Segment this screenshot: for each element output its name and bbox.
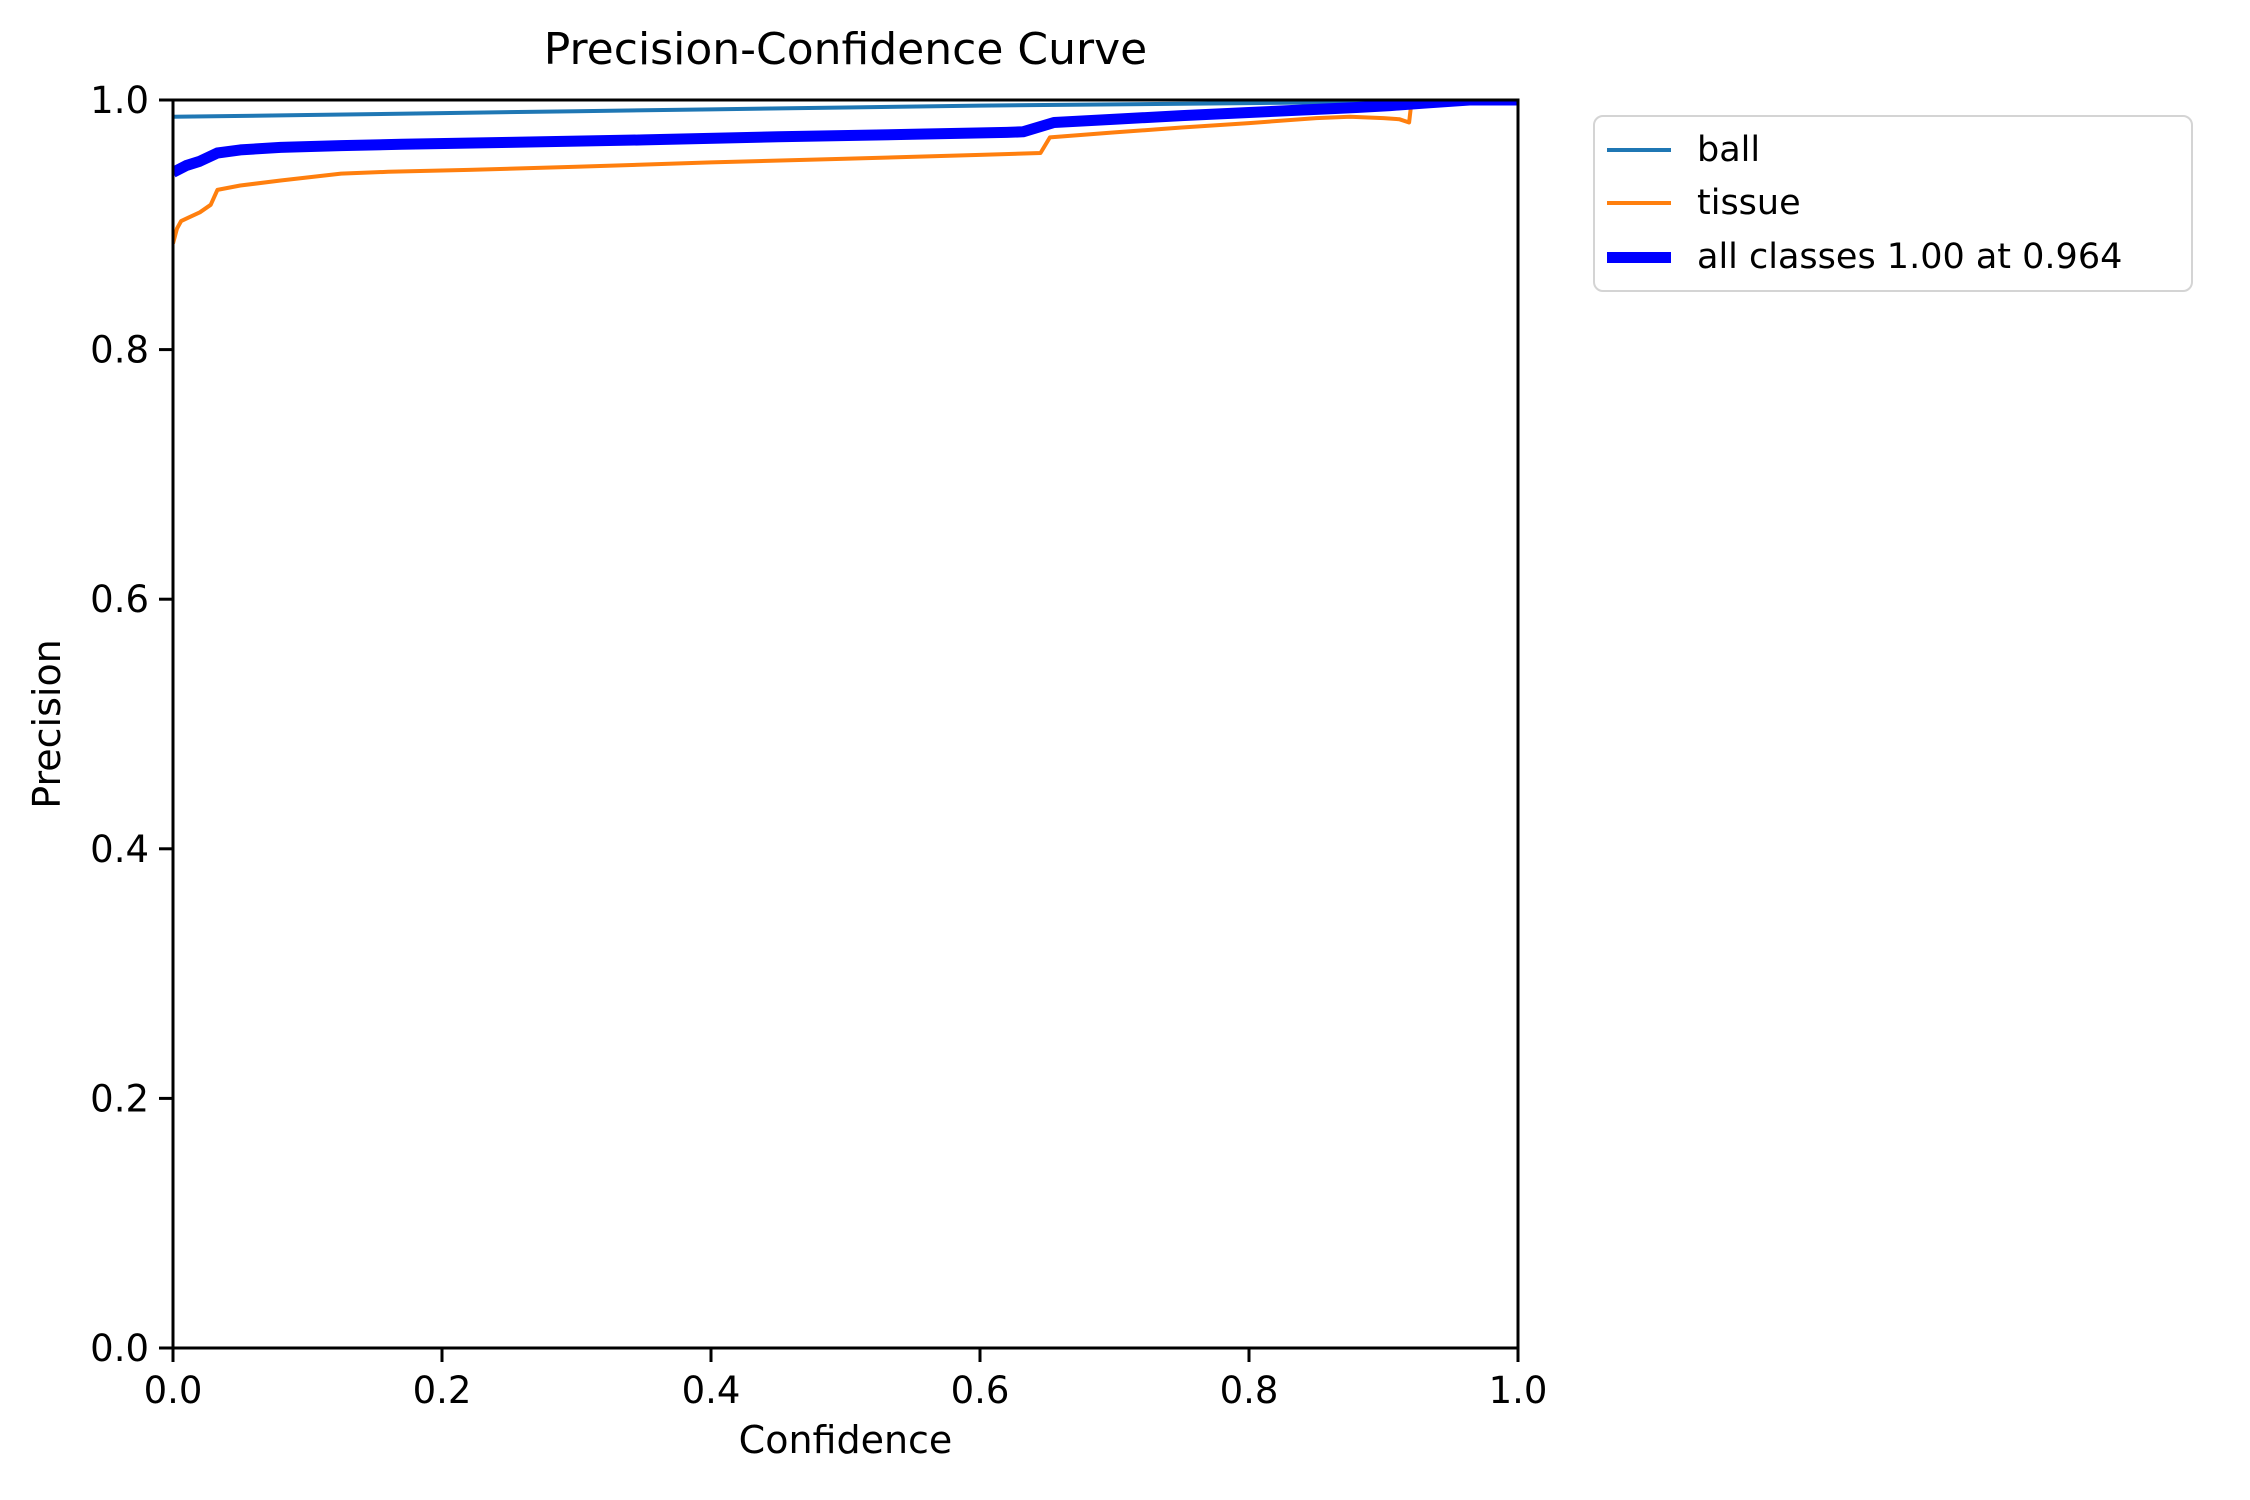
legend-item-ball: ball: [1595, 123, 2191, 176]
x-tick-label: 0.0: [144, 1369, 203, 1412]
y-tick-label: 0.6: [90, 578, 149, 621]
legend: ball tissue all classes 1.00 at 0.964: [1593, 115, 2193, 292]
x-tick-label: 0.8: [1220, 1369, 1279, 1412]
x-axis-label: Confidence: [738, 1418, 953, 1462]
ball-line-swatch: [1607, 147, 1671, 152]
all-classes-curve: [173, 100, 1518, 178]
y-tick-label: 0.4: [90, 828, 149, 871]
y-tick-label: 1.0: [90, 79, 149, 122]
x-tick-label: 0.2: [413, 1369, 472, 1412]
y-axis-label: Precision: [25, 639, 69, 809]
legend-label-tissue: tissue: [1697, 183, 1801, 224]
legend-label-ball: ball: [1697, 129, 1761, 170]
y-tick-label: 0.8: [90, 329, 149, 372]
x-tick-label: 0.6: [951, 1369, 1010, 1412]
tissue-curve: [173, 100, 1518, 245]
tissue-line-swatch: [1607, 201, 1671, 206]
legend-label-all-classes: all classes 1.00 at 0.964: [1697, 237, 2123, 278]
series-lines: [173, 100, 1518, 245]
x-tick-label: 1.0: [1489, 1369, 1548, 1412]
axes-spines: [171, 98, 1520, 1350]
chart-title: Precision-Confidence Curve: [543, 24, 1148, 75]
y-tick-label: 0.0: [90, 1327, 149, 1370]
legend-item-all-classes: all classes 1.00 at 0.964: [1595, 231, 2191, 284]
x-tick-label: 0.4: [682, 1369, 741, 1412]
legend-item-tissue: tissue: [1595, 177, 2191, 230]
y-tick-label: 0.2: [90, 1077, 149, 1120]
all-classes-line-swatch: [1607, 251, 1671, 263]
